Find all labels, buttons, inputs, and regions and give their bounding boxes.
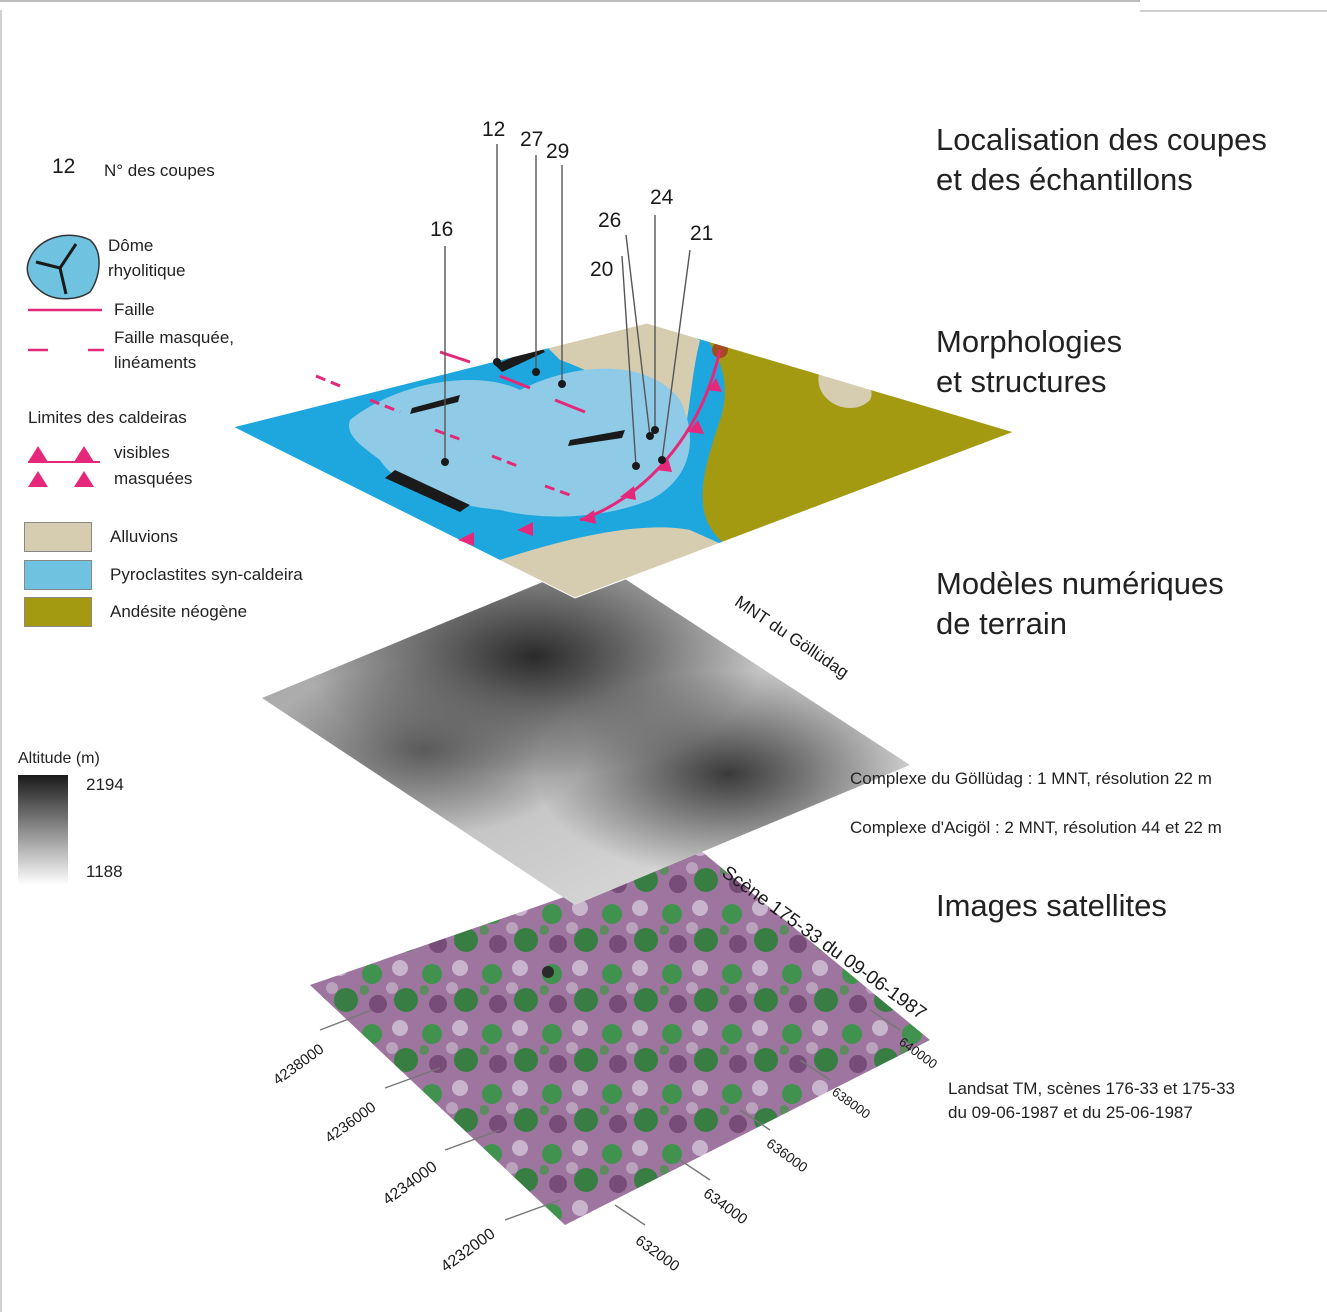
legend-caldera-hidden: masquées — [114, 469, 193, 488]
legend-caldera-visible: visibles — [114, 443, 170, 462]
section-markers — [441, 358, 666, 470]
legend-dome-line2: rhyolitique — [108, 261, 186, 280]
dome-legend-icon — [26, 234, 100, 300]
legend-caldera-limits: Limites des caldeiras — [28, 408, 187, 427]
section-label-26: 26 — [598, 209, 622, 232]
frame-top-line — [0, 0, 1140, 2]
section-label-12: 12 — [482, 118, 506, 141]
satellite-note-line2: du 09-06-1987 et du 25-06-1987 — [948, 1103, 1193, 1122]
dome-1 — [385, 470, 470, 512]
section-label-27: 27 — [520, 128, 544, 151]
andesite-area — [700, 330, 1014, 548]
section-label-16: 16 — [430, 218, 454, 241]
dem-note-gollu: Complexe du Göllüdag : 1 MNT, résolution… — [850, 769, 1212, 788]
heading-localisation-line2: et des échantillons — [936, 162, 1193, 197]
legend-altitude-title: Altitude (m) — [18, 750, 100, 767]
legend-unit-pyroclastites: Pyroclastites syn-caldeira — [110, 565, 303, 584]
legend-swatch-alluvions — [24, 522, 92, 552]
legend-dome-line1: Dôme — [108, 236, 154, 255]
heading-morphologies-line2: et structures — [936, 364, 1107, 399]
heading-modeles-line2: de terrain — [936, 606, 1067, 641]
caldera-limit-triangles — [458, 378, 722, 546]
alluvion-area-south — [500, 527, 730, 598]
section-label-20: 20 — [590, 258, 614, 281]
caldera-visible-triangle-2 — [74, 446, 94, 462]
legend-altitude-max: 2194 — [86, 775, 124, 794]
dem-layer — [262, 560, 910, 905]
caldera-hidden-triangle-1 — [28, 471, 48, 487]
satellite-image-layer — [310, 850, 930, 1225]
frame-left-line — [0, 10, 2, 1312]
legend-fault: Faille — [114, 300, 155, 319]
dem-note-acigol: Complexe d'Acigöl : 2 MNT, résolution 44… — [850, 818, 1222, 837]
section-label-21: 21 — [690, 222, 714, 245]
caldera-visible-triangle-1 — [28, 446, 48, 462]
satellite-axis-ticks — [319, 1009, 901, 1226]
legend-hidden-fault-line2: linéaments — [114, 353, 197, 372]
legend-unit-alluvions: Alluvions — [110, 527, 179, 546]
altitude-color-ramp — [18, 775, 68, 885]
legend-hidden-fault-line1: Faille masquée, — [114, 328, 235, 347]
legend-section-number: 12 — [52, 155, 76, 178]
geology-map-layer — [231, 322, 1016, 599]
satellite-crater-mark — [542, 966, 554, 978]
legend-swatch-andesite — [24, 597, 92, 627]
heading-modeles-line1: Modèles numériques — [936, 566, 1224, 601]
dome-legend-strokes — [35, 243, 78, 295]
legend-altitude-min: 1188 — [86, 862, 123, 881]
legend-graphics — [18, 234, 104, 885]
legend-swatch-pyroclastites — [24, 560, 92, 590]
section-label-24: 24 — [650, 186, 674, 209]
legend-unit-andesite: Andésite néogène — [110, 602, 248, 621]
dome-2 — [410, 395, 460, 414]
heading-localisation-line1: Localisation des coupes — [936, 122, 1267, 157]
heading-morphologies-line1: Morphologies — [936, 324, 1123, 359]
caldera-hidden-triangle-2 — [74, 471, 94, 487]
dome-4 — [568, 430, 625, 446]
legend-section-label: N° des coupes — [104, 161, 215, 180]
hidden-fault-lines — [315, 374, 571, 497]
satellite-note-line1: Landsat TM, scènes 176-33 et 175-33 — [948, 1079, 1235, 1098]
heading-images-satellites: Images satellites — [936, 888, 1167, 923]
section-label-29: 29 — [546, 140, 570, 163]
section-leader-lines — [444, 144, 691, 467]
frame-top-line-right — [1140, 10, 1327, 12]
